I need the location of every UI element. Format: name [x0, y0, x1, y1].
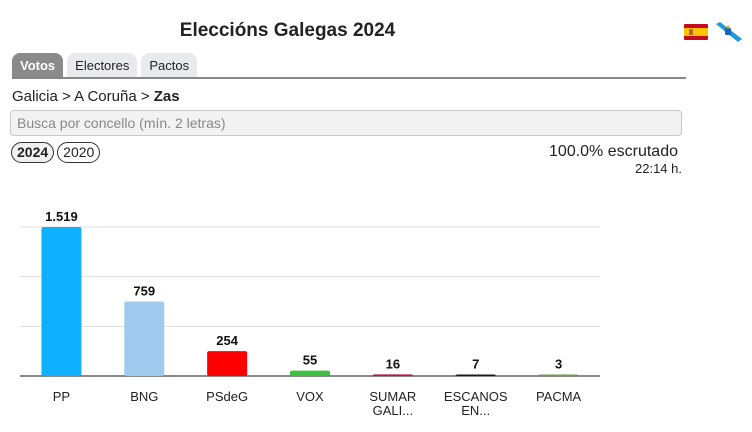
bar-psdeg[interactable] — [207, 351, 248, 376]
bar-value-label: 759 — [133, 284, 155, 299]
tab-votos[interactable]: Votos — [12, 53, 64, 78]
category-label: ESCANOS EN... — [444, 389, 508, 418]
category-label: PSdeG — [206, 389, 248, 404]
year-button-2024[interactable]: 2024 — [11, 142, 55, 163]
language-switcher — [684, 22, 742, 42]
search-input[interactable] — [10, 110, 682, 136]
breadcrumb: Galicia > A Coruña > Zas — [12, 88, 180, 105]
bar-escanos-en[interactable] — [455, 374, 496, 377]
bar-value-label: 1.519 — [45, 209, 78, 224]
bar-pacma[interactable] — [538, 374, 579, 377]
category-label: PACMA — [536, 389, 582, 404]
bar-value-label: 55 — [303, 353, 317, 368]
tab-electores[interactable]: Electores — [67, 53, 138, 78]
bar-value-label: 254 — [216, 333, 238, 348]
category-label: PP — [53, 389, 70, 404]
bar-bng[interactable] — [124, 301, 165, 376]
galicia-flag-icon[interactable] — [716, 22, 742, 42]
bar-value-label: 3 — [555, 357, 562, 372]
spain-flag-icon[interactable] — [684, 24, 708, 40]
scrutiny-status: 100.0% escrutado — [549, 143, 678, 160]
bar-vox[interactable] — [290, 370, 330, 376]
tab-pactos[interactable]: Pactos — [141, 53, 198, 78]
category-label: SUMAR GALI... — [369, 389, 416, 418]
tab-divider — [12, 77, 686, 79]
tab-bar: Votos Electores Pactos — [12, 53, 198, 78]
bar-pp[interactable] — [41, 227, 82, 376]
page-title: Eleccións Galegas 2024 — [179, 20, 396, 41]
update-time: 22:14 h. — [635, 161, 682, 176]
category-label: BNG — [130, 389, 158, 404]
breadcrumb-path[interactable]: Galicia > A Coruña > — [12, 88, 154, 105]
bar-sumar-gali[interactable] — [372, 374, 413, 376]
category-label: VOX — [296, 389, 324, 404]
year-button-2020[interactable]: 2020 — [57, 142, 101, 163]
bar-value-label: 16 — [386, 356, 400, 371]
bar-value-label: 7 — [472, 357, 479, 372]
votes-bar-chart: 1.519 PP 759 BNG 254 PSdeG 55 VOX 16 SUMAR GALI...… — [20, 209, 600, 418]
breadcrumb-current: Zas — [153, 88, 180, 105]
year-selector: 2024 2020 — [11, 142, 101, 163]
